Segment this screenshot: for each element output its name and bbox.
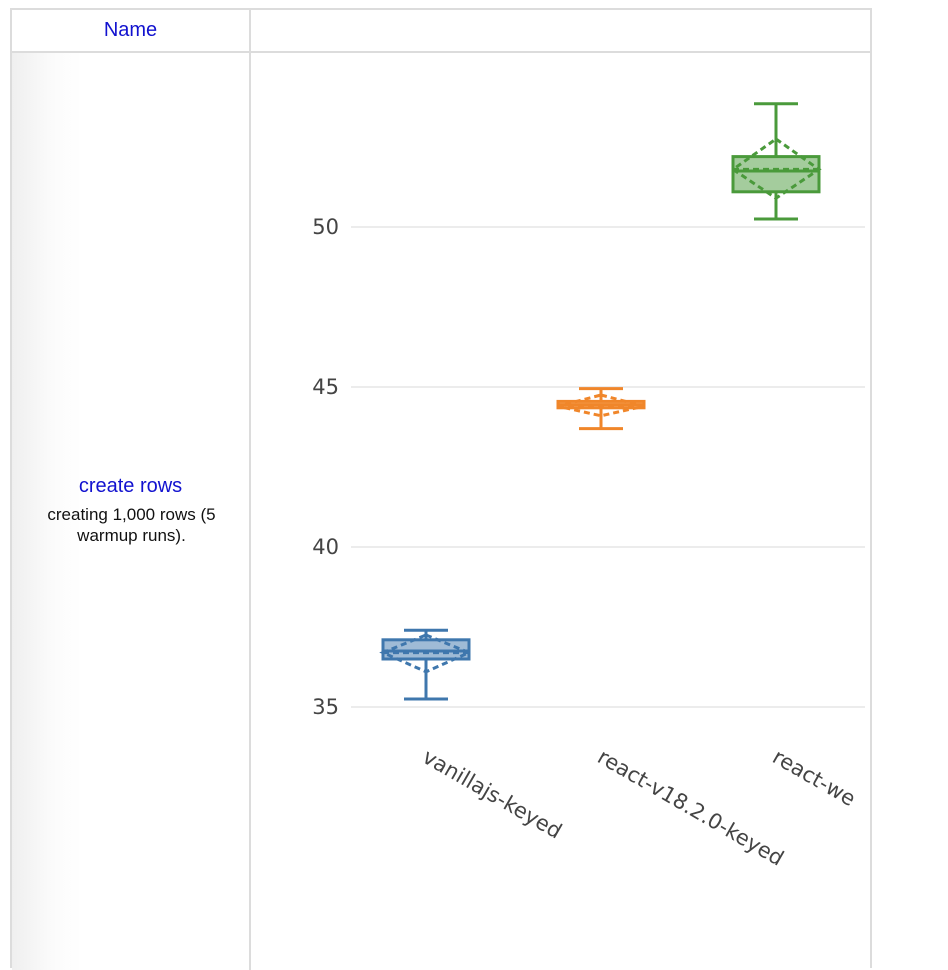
mean-sd-diamond [379, 633, 473, 674]
x-tick-label: react-we [769, 745, 860, 811]
box-plot-chart[interactable]: 35 40 45 50 vanillajs-keyed react-v18.2.0-key… [251, 53, 870, 970]
table-header-row: Name [12, 10, 870, 53]
name-column-header[interactable]: Name [12, 10, 251, 51]
y-tick-label: 45 [312, 375, 339, 399]
box-iqr [731, 155, 821, 194]
y-tick-label: 40 [312, 535, 339, 559]
results-table: Name create rows creating 1,000 rows (5 … [10, 8, 872, 970]
y-tick-label: 35 [312, 695, 339, 719]
mean-sd-diamond [730, 137, 822, 201]
box-iqr [381, 638, 471, 661]
x-tick-label: vanillajs-keyed [419, 745, 566, 844]
y-tick-label: 50 [312, 215, 339, 239]
benchmark-description: creating 1,000 rows (5 warmup runs). [47, 505, 216, 545]
chart-column-header [251, 10, 870, 51]
benchmark-name-cell: create rows creating 1,000 rows (5 warmu… [12, 53, 251, 970]
box-react-we[interactable] [730, 102, 822, 221]
box-react-v18.2.0-keyed[interactable] [556, 387, 646, 431]
table-row: create rows creating 1,000 rows (5 warmu… [12, 53, 870, 970]
x-tick-label: react-v18.2.0-keyed [594, 745, 788, 871]
box-vanillajs-keyed[interactable] [379, 628, 473, 701]
benchmark-link[interactable]: create rows [78, 475, 183, 497]
chart-cell: 35 40 45 50 vanillajs-keyed react-v18.2.0-key… [251, 53, 870, 970]
